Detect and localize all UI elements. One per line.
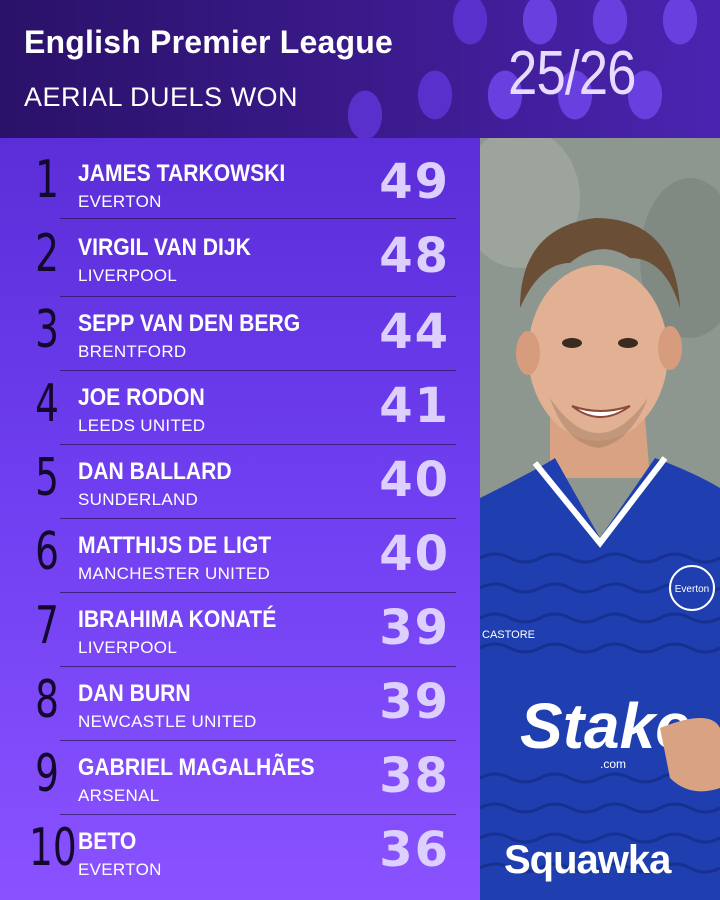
player-club: BRENTFORD xyxy=(78,342,187,361)
row-divider xyxy=(60,740,456,741)
list-item: 5 DAN BALLARD SUNDERLAND 40 xyxy=(0,444,480,516)
rank-number: 1 xyxy=(35,150,59,210)
player-name: MATTHIJS DE LIGT xyxy=(78,532,272,559)
player-name: BETO xyxy=(78,828,137,855)
row-divider xyxy=(60,370,456,371)
list-item: 2 VIRGIL VAN DIJK LIVERPOOL 48 xyxy=(0,220,480,292)
rank-number: 4 xyxy=(35,374,59,434)
row-divider xyxy=(60,296,456,297)
rank-number: 10 xyxy=(29,818,77,878)
player-name: DAN BURN xyxy=(78,680,191,707)
rank-number: 3 xyxy=(35,300,59,360)
duels-value: 48 xyxy=(379,228,450,284)
player-name: JOE RODON xyxy=(78,384,205,411)
duels-value: 36 xyxy=(379,822,450,878)
duels-value: 39 xyxy=(379,600,450,656)
league-title: English Premier League xyxy=(24,24,393,60)
rank-number: 9 xyxy=(35,744,59,804)
player-club: LIVERPOOL xyxy=(78,266,178,285)
shirt-sponsor-text: Stake xyxy=(520,690,691,762)
player-club: MANCHESTER UNITED xyxy=(78,564,271,583)
player-name: GABRIEL MAGALHÃES xyxy=(78,754,315,781)
player-club: LIVERPOOL xyxy=(78,638,178,657)
duels-value: 41 xyxy=(379,378,450,434)
list-item: 6 MATTHIJS DE LIGT MANCHESTER UNITED 40 xyxy=(0,518,480,590)
shirt-sponsor-suffix: .com xyxy=(600,757,626,771)
player-name: SEPP VAN DEN BERG xyxy=(78,310,301,337)
player-photo: Everton CASTORE Stake .com xyxy=(480,138,720,900)
row-divider xyxy=(60,518,456,519)
brand-logo: Squawka xyxy=(504,838,671,882)
rank-number: 2 xyxy=(35,224,59,284)
list-item: 9 GABRIEL MAGALHÃES ARSENAL 38 xyxy=(0,740,480,812)
duels-value: 38 xyxy=(379,748,450,804)
list-item: 1 JAMES TARKOWSKI EVERTON 49 xyxy=(0,146,480,218)
player-club: LEEDS UNITED xyxy=(78,416,206,435)
club-badge-text: Everton xyxy=(675,584,709,595)
player-name: JAMES TARKOWSKI xyxy=(78,160,286,187)
season-label: 25/26 xyxy=(508,39,636,108)
rank-number: 5 xyxy=(35,448,59,508)
row-divider xyxy=(60,592,456,593)
list-item: 7 IBRAHIMA KONATÉ LIVERPOOL 39 xyxy=(0,592,480,664)
duels-value: 44 xyxy=(379,304,450,360)
rank-number: 8 xyxy=(35,670,59,730)
player-club: SUNDERLAND xyxy=(78,490,199,509)
player-name: VIRGIL VAN DIJK xyxy=(78,234,251,261)
kit-brand-text: CASTORE xyxy=(482,629,535,641)
ranking-list: 1 JAMES TARKOWSKI EVERTON 49 2 VIRGIL VA… xyxy=(0,138,480,900)
row-divider xyxy=(60,444,456,445)
player-club: ARSENAL xyxy=(78,786,160,805)
list-item: 3 SEPP VAN DEN BERG BRENTFORD 44 xyxy=(0,296,480,368)
duels-value: 39 xyxy=(379,674,450,730)
rank-number: 6 xyxy=(35,522,59,582)
player-name: IBRAHIMA KONATÉ xyxy=(78,606,277,633)
row-divider xyxy=(60,814,456,815)
rank-number: 7 xyxy=(35,596,59,656)
player-illustration: Everton CASTORE Stake .com xyxy=(480,138,720,900)
duels-value: 49 xyxy=(379,154,450,210)
stat-subtitle: AERIAL DUELS WON xyxy=(24,82,299,112)
duels-value: 40 xyxy=(379,526,450,582)
player-name: DAN BALLARD xyxy=(78,458,232,485)
row-divider xyxy=(60,666,456,667)
player-club: EVERTON xyxy=(78,860,162,879)
player-club: EVERTON xyxy=(78,192,162,211)
list-item: 10 BETO EVERTON 36 xyxy=(0,814,480,886)
player-club: NEWCASTLE UNITED xyxy=(78,712,257,731)
row-divider xyxy=(60,218,456,219)
duels-value: 40 xyxy=(379,452,450,508)
list-item: 4 JOE RODON LEEDS UNITED 41 xyxy=(0,370,480,442)
list-item: 8 DAN BURN NEWCASTLE UNITED 39 xyxy=(0,666,480,738)
header-banner: English Premier League AERIAL DUELS WON … xyxy=(0,0,720,138)
